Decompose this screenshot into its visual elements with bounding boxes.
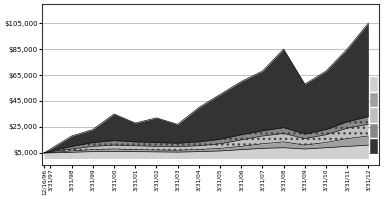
Bar xyxy=(370,77,377,91)
Bar xyxy=(370,139,377,153)
Bar xyxy=(370,124,377,137)
Bar xyxy=(370,93,377,106)
Bar xyxy=(42,159,381,165)
Bar xyxy=(370,108,377,122)
Bar xyxy=(42,4,381,10)
